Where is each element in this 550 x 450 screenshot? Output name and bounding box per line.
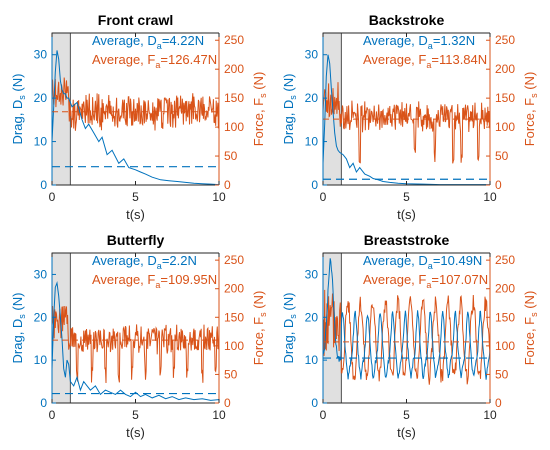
y-left-axis-label: Drag, Ds (N) bbox=[281, 74, 298, 145]
x-axis-label: t(s) bbox=[126, 425, 145, 440]
y-left-tick-label: 20 bbox=[34, 310, 48, 324]
y-right-tick-label: 0 bbox=[495, 396, 502, 410]
chart-title: Breaststroke bbox=[364, 232, 450, 248]
y-right-tick-label: 150 bbox=[224, 91, 244, 105]
plot-lines bbox=[323, 258, 490, 385]
x-tick-label: 10 bbox=[483, 408, 497, 422]
drag-average-annotation: Average, Da=1.32N bbox=[363, 33, 475, 51]
y-left-tick-label: 20 bbox=[34, 91, 48, 105]
y-right-axis-label: Force, Fs (N) bbox=[522, 291, 539, 366]
x-axis-label: t(s) bbox=[397, 207, 416, 222]
force-average-annotation: Average, Fa=107.07N bbox=[363, 272, 488, 290]
y-right-tick-label: 200 bbox=[224, 62, 244, 76]
y-right-tick-label: 100 bbox=[495, 339, 515, 353]
chart-title: Butterfly bbox=[107, 232, 165, 248]
drag-average-annotation: Average, Da=4.22N bbox=[92, 33, 204, 51]
y-left-tick-label: 0 bbox=[311, 396, 318, 410]
y-right-tick-label: 100 bbox=[495, 120, 515, 134]
y-right-tick-label: 150 bbox=[495, 310, 515, 324]
y-left-tick-label: 30 bbox=[305, 48, 319, 62]
y-right-tick-label: 0 bbox=[224, 396, 231, 410]
x-tick-label: 5 bbox=[403, 190, 410, 204]
y-left-tick-label: 10 bbox=[305, 135, 319, 149]
y-right-tick-label: 50 bbox=[495, 149, 509, 163]
y-right-tick-label: 250 bbox=[495, 253, 515, 267]
y-left-axis-label: Drag, Ds (N) bbox=[10, 74, 27, 145]
x-tick-label: 5 bbox=[403, 408, 410, 422]
y-right-tick-label: 200 bbox=[495, 62, 515, 76]
force-series-line bbox=[52, 305, 219, 384]
y-left-tick-label: 0 bbox=[40, 396, 47, 410]
drag-series-line bbox=[52, 281, 219, 401]
y-right-tick-label: 250 bbox=[224, 33, 244, 47]
y-right-tick-label: 50 bbox=[495, 367, 509, 381]
plot-lines bbox=[323, 54, 490, 185]
drag-series-line bbox=[52, 50, 219, 185]
y-right-tick-label: 50 bbox=[224, 367, 238, 381]
y-right-tick-label: 0 bbox=[495, 178, 502, 192]
force-series-line bbox=[323, 289, 490, 385]
y-right-axis-label: Force, Fs (N) bbox=[251, 291, 268, 366]
x-axis-label: t(s) bbox=[126, 207, 145, 222]
x-tick-label: 10 bbox=[483, 190, 497, 204]
y-right-axis-label: Force, Fs (N) bbox=[522, 72, 539, 147]
chart-title: Front crawl bbox=[98, 12, 173, 28]
y-right-tick-label: 100 bbox=[224, 120, 244, 134]
plot-area bbox=[52, 253, 219, 403]
force-average-annotation: Average, Fa=113.84N bbox=[363, 52, 487, 70]
y-left-axis-label: Drag, Ds (N) bbox=[10, 293, 27, 364]
y-right-tick-label: 200 bbox=[224, 282, 244, 296]
y-left-tick-label: 0 bbox=[40, 178, 47, 192]
force-average-annotation: Average, Fa=109.95N bbox=[92, 272, 217, 290]
x-tick-label: 0 bbox=[49, 408, 56, 422]
x-tick-label: 5 bbox=[132, 190, 139, 204]
drag-average-annotation: Average, Da=2.2N bbox=[92, 253, 197, 271]
y-right-tick-label: 100 bbox=[224, 339, 244, 353]
force-series-line bbox=[323, 82, 490, 164]
x-tick-label: 10 bbox=[212, 408, 226, 422]
y-right-axis-label: Force, Fs (N) bbox=[251, 72, 268, 147]
y-left-tick-label: 20 bbox=[305, 91, 319, 105]
chart-panel-3: 0 5 100102030050100150200250Butterflyt(s)D… bbox=[10, 232, 268, 440]
y-left-tick-label: 30 bbox=[305, 267, 319, 281]
x-tick-label: 0 bbox=[320, 190, 327, 204]
chart-panel-2: 0 5 100102030050100150200250Backstroket(s)… bbox=[281, 12, 539, 222]
plot-lines bbox=[52, 50, 219, 185]
y-right-tick-label: 150 bbox=[495, 91, 515, 105]
y-right-tick-label: 0 bbox=[224, 178, 231, 192]
plot-lines bbox=[52, 281, 219, 401]
y-right-tick-label: 250 bbox=[224, 253, 244, 267]
force-series-line bbox=[52, 77, 219, 131]
drag-series-line bbox=[323, 54, 490, 185]
force-average-annotation: Average, Fa=126.47N bbox=[92, 52, 217, 70]
y-left-tick-label: 20 bbox=[305, 310, 319, 324]
y-right-tick-label: 50 bbox=[224, 149, 238, 163]
y-left-tick-label: 10 bbox=[305, 353, 319, 367]
x-tick-label: 0 bbox=[49, 190, 56, 204]
y-right-tick-label: 150 bbox=[224, 310, 244, 324]
y-left-tick-label: 30 bbox=[34, 267, 48, 281]
y-left-tick-label: 0 bbox=[311, 178, 318, 192]
y-left-axis-label: Drag, Ds (N) bbox=[281, 293, 298, 364]
x-tick-label: 0 bbox=[320, 408, 327, 422]
y-left-tick-label: 10 bbox=[34, 135, 48, 149]
chart-panel-4: 0 5 100102030050100150200250Breaststroket(… bbox=[281, 232, 539, 440]
x-tick-label: 10 bbox=[212, 190, 226, 204]
chart-title: Backstroke bbox=[369, 12, 445, 28]
x-tick-label: 5 bbox=[132, 408, 139, 422]
y-left-tick-label: 30 bbox=[34, 48, 48, 62]
y-left-tick-label: 10 bbox=[34, 353, 48, 367]
drag-average-annotation: Average, Da=10.49N bbox=[363, 253, 482, 271]
y-right-tick-label: 200 bbox=[495, 282, 515, 296]
y-right-tick-label: 250 bbox=[495, 33, 515, 47]
shaded-region bbox=[51, 32, 71, 186]
x-axis-label: t(s) bbox=[397, 425, 416, 440]
